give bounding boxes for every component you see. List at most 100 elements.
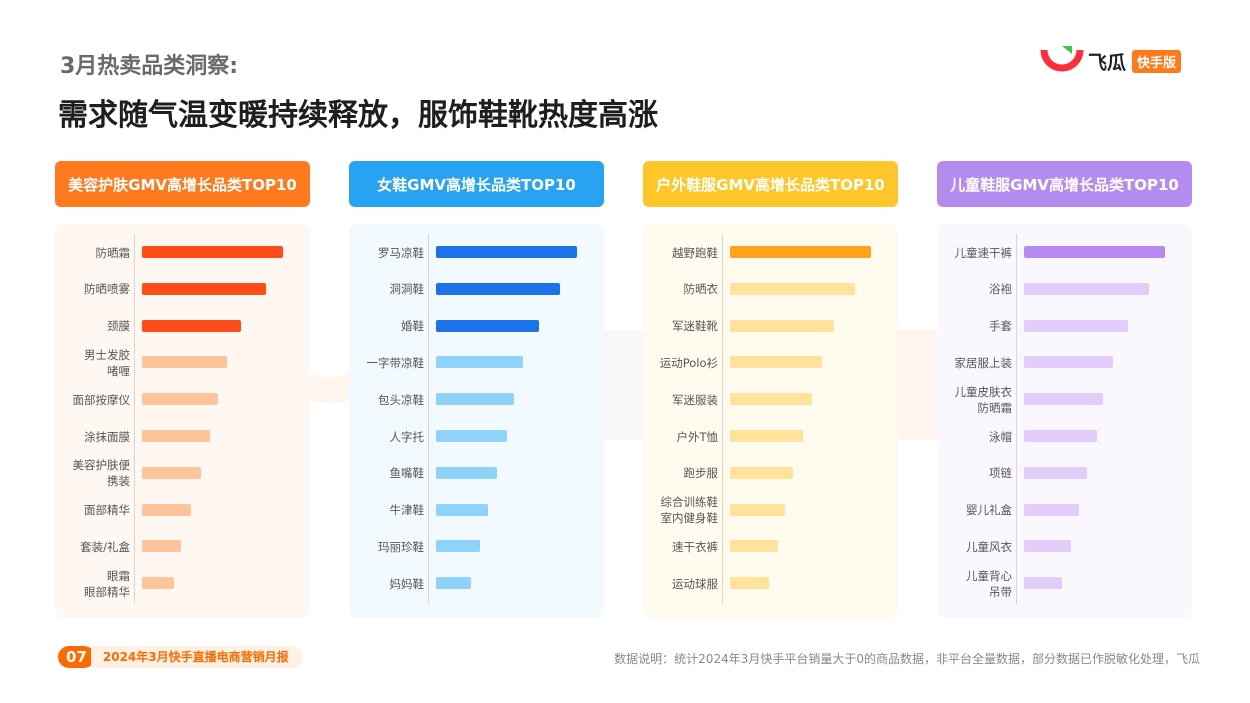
category-label: 洞洞鞋 — [389, 282, 425, 297]
bar — [1024, 466, 1088, 479]
category-label: 防晒喷雾 — [84, 282, 130, 297]
category-label: 军迷服装 — [672, 392, 718, 407]
chart-row: 防晒喷雾 — [55, 271, 310, 308]
chart-row: 人字托 — [349, 418, 604, 455]
chart-row: 婴儿礼盒 — [937, 492, 1192, 529]
brand-logo: 飞瓜 快手版 — [1040, 44, 1182, 78]
category-label: 罗马凉鞋 — [378, 245, 424, 260]
chart-row: 罗马凉鞋 — [349, 234, 604, 271]
category-label: 军迷鞋靴 — [672, 319, 718, 334]
bar — [1024, 282, 1150, 295]
category-label: 套装/礼盒 — [80, 539, 130, 554]
category-label: 综合训练鞋 室内健身鞋 — [660, 495, 719, 526]
category-label: 越野跑鞋 — [672, 245, 718, 260]
category-label: 面部精华 — [84, 503, 130, 518]
chart-row: 浴袍 — [937, 271, 1192, 308]
category-label: 防晒衣 — [683, 282, 719, 297]
bar — [730, 503, 785, 516]
category-label: 婴儿礼盒 — [966, 503, 1012, 518]
bar — [1024, 540, 1071, 553]
category-label: 牛津鞋 — [389, 503, 425, 518]
chart-row: 面部按摩仪 — [55, 381, 310, 418]
bar — [730, 319, 835, 332]
bar — [1024, 393, 1103, 406]
page-number: 07 — [58, 646, 95, 668]
category-label: 玛丽珍鞋 — [378, 539, 424, 554]
chart-row: 运动Polo衫 — [643, 344, 898, 381]
category-label: 儿童背心 吊带 — [966, 568, 1012, 599]
chart-row: 眼霜 眼部精华 — [55, 565, 310, 602]
chart-row: 跑步服 — [643, 455, 898, 492]
page-title: 需求随气温变暖持续释放，服饰鞋靴热度高涨 — [58, 98, 658, 133]
category-label: 面部按摩仪 — [72, 392, 131, 407]
chart-axis — [1016, 234, 1017, 604]
chart-row: 鱼嘴鞋 — [349, 455, 604, 492]
category-label: 项链 — [989, 466, 1012, 481]
category-label: 速干衣裤 — [672, 539, 718, 554]
chart-axis — [722, 234, 723, 604]
bar — [142, 540, 182, 553]
bar — [436, 393, 514, 406]
category-label: 人字托 — [389, 429, 425, 444]
category-label: 一字带凉鞋 — [366, 355, 425, 370]
category-label: 眼霜 眼部精华 — [84, 568, 130, 599]
bar — [436, 282, 561, 295]
chart-title-beauty: 美容护肤GMV高增长品类TOP10 — [55, 161, 310, 207]
bar — [436, 577, 472, 590]
chart-row: 速干衣裤 — [643, 528, 898, 565]
bar — [730, 393, 812, 406]
bar — [436, 540, 480, 553]
chart-panel-outdoor: 越野跑鞋防晒衣军迷鞋靴运动Polo衫军迷服装户外T恤跑步服 综合训练鞋 室内健身鞋速… — [643, 224, 898, 618]
chart-row: 防晒霜 — [55, 234, 310, 271]
chart-row: 美容护肤便 携装 — [55, 455, 310, 492]
chart-title-shoes: 女鞋GMV高增长品类TOP10 — [349, 161, 604, 207]
category-label: 浴袍 — [989, 282, 1012, 297]
bar — [142, 503, 192, 516]
chart-axis — [428, 234, 429, 604]
chart-title-kids: 儿童鞋服GMV高增长品类TOP10 — [937, 161, 1192, 207]
bar — [730, 577, 770, 590]
page-subtitle: 3月热卖品类洞察: — [60, 54, 239, 79]
category-label: 男士发胶 啫喱 — [84, 347, 130, 378]
category-label: 婚鞋 — [401, 319, 424, 334]
bar — [730, 466, 794, 479]
chart-axis — [134, 234, 135, 604]
chart-row: 防晒衣 — [643, 271, 898, 308]
chart-panel-kids: 儿童速干裤 浴袍 手套 家居服上装 儿童皮肤衣 防晒霜 泳帽 项链 婴儿礼盒 儿童风衣 儿童背心 吊带 — [937, 224, 1192, 618]
bar — [142, 577, 175, 590]
chart-row: 军迷服装 — [643, 381, 898, 418]
chart-row: 儿童背心 吊带 — [937, 565, 1192, 602]
chart-kids: 儿童鞋服GMV高增长品类TOP10 儿童速干裤 浴袍 手套 家居服上装 儿童皮肤衣 防晒霜泳… — [937, 161, 1192, 618]
report-name: 2024年3月快手直播电商营销月报 — [90, 646, 303, 668]
category-label: 儿童速干裤 — [954, 245, 1013, 260]
chart-row: 军迷鞋靴 — [643, 308, 898, 345]
chart-shoes: 女鞋GMV高增长品类TOP10 罗马凉鞋 洞洞鞋 婚鞋 一字带凉鞋 包头凉鞋 人字托 鱼嘴鞋牛… — [349, 161, 604, 618]
bar — [1024, 319, 1129, 332]
bar — [142, 393, 219, 406]
bar — [142, 246, 283, 258]
category-label: 家居服上装 — [954, 355, 1013, 370]
bar — [730, 282, 856, 295]
category-label: 涂抹面膜 — [84, 429, 130, 444]
chart-row: 家居服上装 — [937, 344, 1192, 381]
bar — [436, 466, 497, 479]
chart-row: 儿童风衣 — [937, 528, 1192, 565]
chart-row: 手套 — [937, 308, 1192, 345]
feigua-logo-icon — [1040, 46, 1084, 72]
chart-row: 妈妈鞋 — [349, 565, 604, 602]
chart-row: 一字带凉鞋 — [349, 344, 604, 381]
chart-row: 涂抹面膜 — [55, 418, 310, 455]
chart-panel-shoes: 罗马凉鞋 洞洞鞋 婚鞋 一字带凉鞋 包头凉鞋 人字托 鱼嘴鞋 牛津鞋 玛丽珍鞋 妈妈鞋 — [349, 224, 604, 618]
bar — [142, 282, 267, 295]
category-label: 儿童风衣 — [966, 539, 1012, 554]
bar — [730, 540, 778, 553]
category-label: 运动球服 — [672, 576, 718, 591]
chart-title-outdoor: 户外鞋服GMV高增长品类TOP10 — [643, 161, 898, 207]
category-label: 户外T恤 — [676, 429, 718, 444]
category-label: 手套 — [989, 319, 1012, 334]
bar — [436, 356, 524, 369]
bar — [730, 430, 804, 442]
bar — [436, 319, 539, 332]
bar — [142, 356, 227, 369]
bar — [730, 356, 822, 369]
